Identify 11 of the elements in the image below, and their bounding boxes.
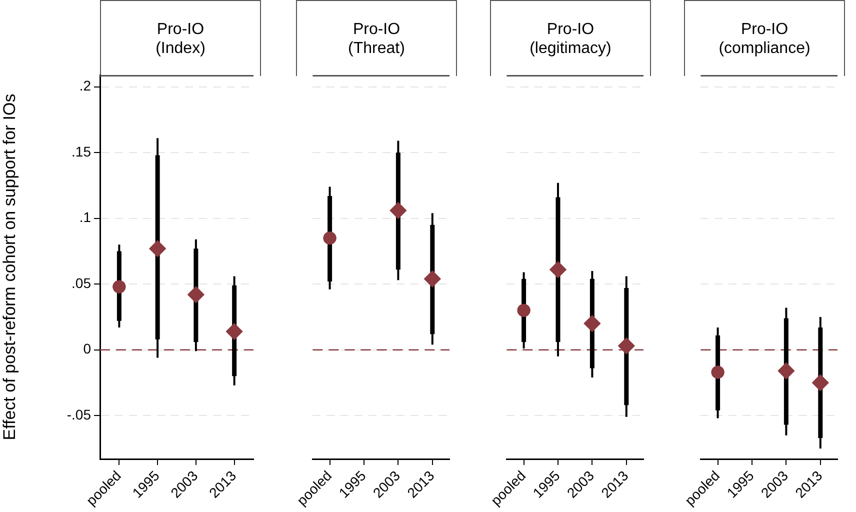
- y-tick-label: .1: [79, 209, 92, 226]
- y-axis-title: Effect of post-reform cohort on support for IOs: [0, 94, 19, 440]
- chart-title: Pro-IO (compliance): [684, 0, 845, 76]
- y-tick-label: .2: [79, 78, 92, 94]
- y-tick-label: .15: [72, 143, 92, 160]
- chart-title: Pro-IO (Threat): [296, 0, 457, 76]
- chart-title: Pro-IO (legitimacy): [490, 0, 651, 76]
- chart-title: Pro-IO (Index): [100, 0, 261, 76]
- y-tick-label: -.05: [66, 406, 92, 422]
- y-tick-label: 0: [83, 340, 92, 357]
- y-tick-label: .05: [72, 274, 92, 291]
